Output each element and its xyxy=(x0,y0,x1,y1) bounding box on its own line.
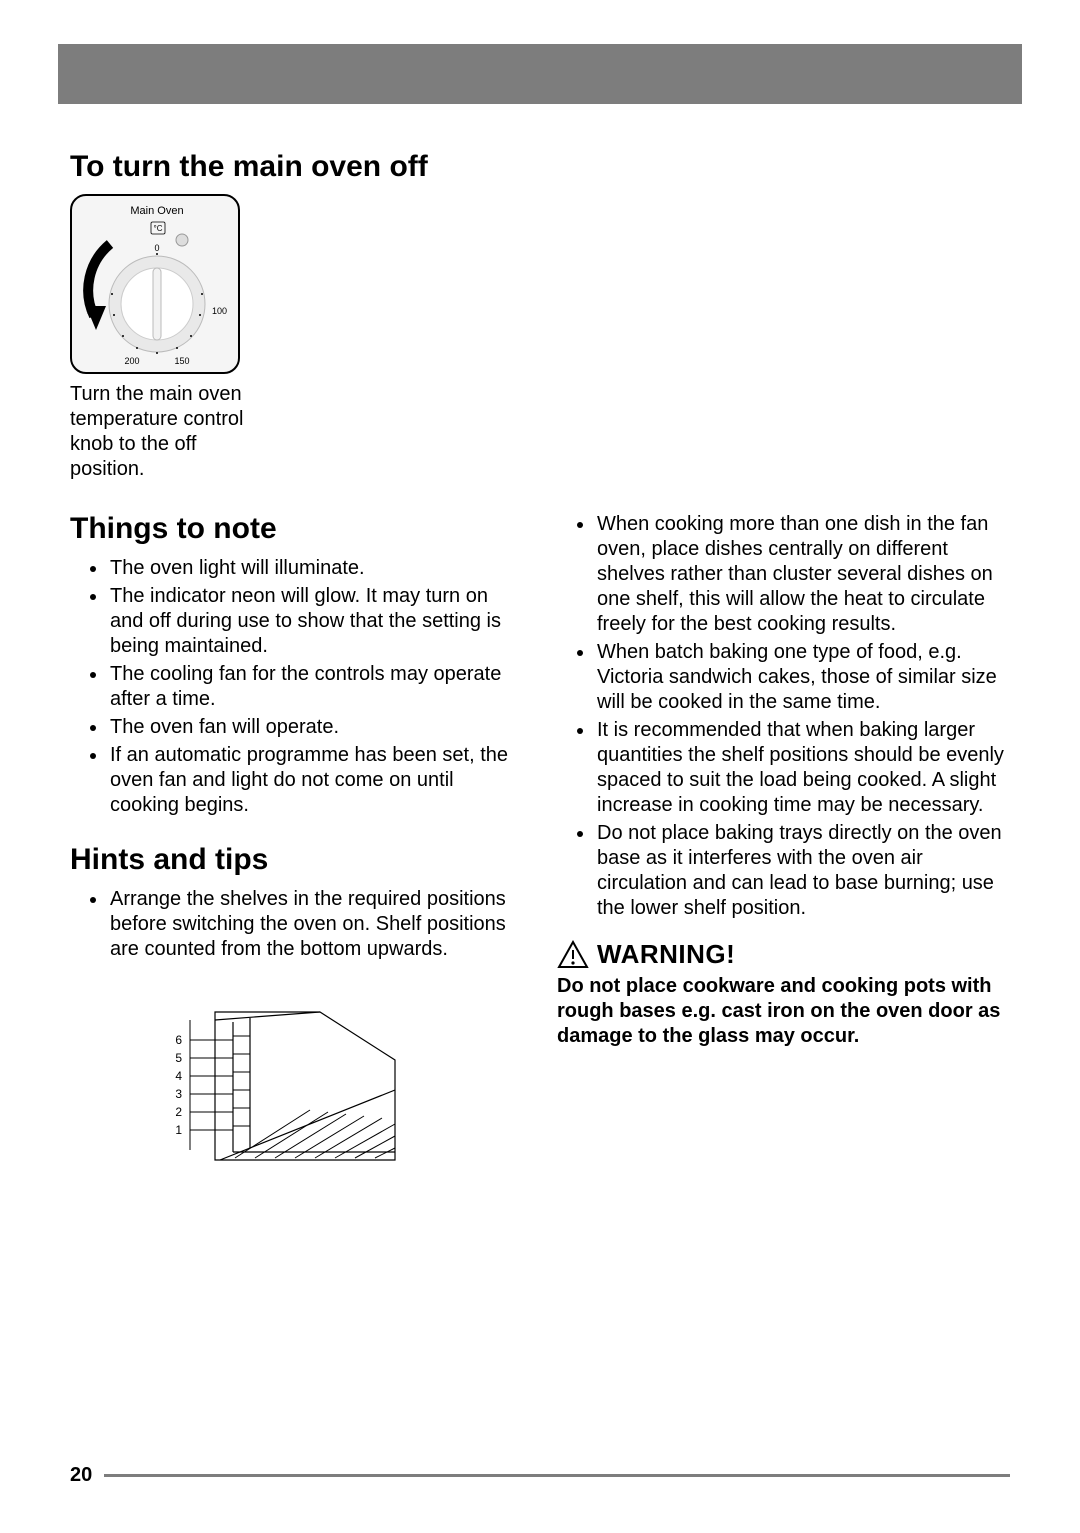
list-item: When cooking more than one dish in the f… xyxy=(595,512,1010,637)
things-to-note-list: The oven light will illuminate. The indi… xyxy=(70,556,523,818)
svg-text:1: 1 xyxy=(175,1123,182,1137)
hints-left-list: Arrange the shelves in the required posi… xyxy=(70,887,523,962)
svg-text:100: 100 xyxy=(212,306,227,316)
page-footer: 20 xyxy=(70,1464,1010,1487)
list-item: It is recommended that when baking large… xyxy=(595,718,1010,818)
page-number: 20 xyxy=(70,1464,92,1487)
knob-caption: Turn the main oven temperature control k… xyxy=(70,382,270,482)
knob-svg: Main Oven °C xyxy=(72,196,242,376)
footer-rule xyxy=(104,1474,1010,1477)
list-item: The indicator neon will glow. It may tur… xyxy=(108,584,523,659)
heading-hints-tips: Hints and tips xyxy=(70,843,523,877)
knob-title-text: Main Oven xyxy=(130,205,183,217)
svg-text:4: 4 xyxy=(175,1069,182,1083)
svg-text:3: 3 xyxy=(175,1087,182,1101)
right-column: When cooking more than one dish in the f… xyxy=(557,512,1010,1195)
list-item: Arrange the shelves in the required posi… xyxy=(108,887,523,962)
left-column: Things to note The oven light will illum… xyxy=(70,512,523,1195)
oven-knob-diagram: Main Oven °C xyxy=(70,194,240,374)
warning-title: WARNING! xyxy=(597,939,735,970)
manual-page: To turn the main oven off Main Oven °C xyxy=(0,0,1080,1533)
two-column-area: Things to note The oven light will illum… xyxy=(70,512,1010,1195)
heading-things-to-note: Things to note xyxy=(70,512,523,546)
hints-right-list: When cooking more than one dish in the f… xyxy=(557,512,1010,921)
heading-turn-off: To turn the main oven off xyxy=(70,150,1010,184)
list-item: The cooling fan for the controls may ope… xyxy=(108,662,523,712)
list-item: The oven light will illuminate. xyxy=(108,556,523,581)
warning-icon xyxy=(557,940,589,970)
svg-text:°C: °C xyxy=(154,224,163,233)
list-item: The oven fan will operate. xyxy=(108,715,523,740)
list-item: Do not place baking trays directly on th… xyxy=(595,821,1010,921)
svg-text:0: 0 xyxy=(154,243,159,253)
svg-text:200: 200 xyxy=(124,356,139,366)
list-item: When batch baking one type of food, e.g.… xyxy=(595,640,1010,715)
shelf-position-diagram: 6 5 4 3 2 1 xyxy=(160,1000,523,1195)
header-bar xyxy=(58,44,1022,104)
list-item: If an automatic programme has been set, … xyxy=(108,743,523,818)
page-content: To turn the main oven off Main Oven °C xyxy=(70,150,1010,1453)
svg-text:150: 150 xyxy=(174,356,189,366)
svg-text:5: 5 xyxy=(175,1051,182,1065)
svg-text:2: 2 xyxy=(175,1105,182,1119)
warning-body: Do not place cookware and cooking pots w… xyxy=(557,974,1010,1049)
warning-heading-row: WARNING! xyxy=(557,939,1010,970)
svg-text:6: 6 xyxy=(175,1033,182,1047)
